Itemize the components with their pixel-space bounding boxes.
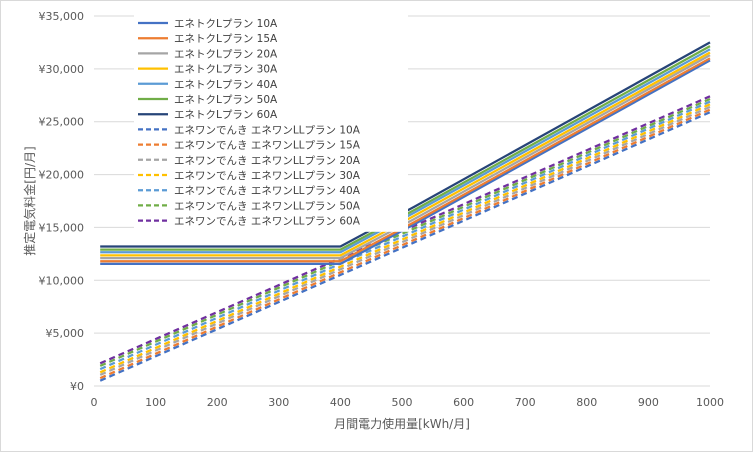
y-tick-label: ¥35,000 bbox=[39, 10, 85, 23]
series-line bbox=[100, 57, 711, 263]
legend-label: エネトクLプラン 20A bbox=[174, 48, 278, 60]
legend-label: エネワンでんき エネワンLLプラン 30A bbox=[174, 170, 361, 182]
y-tick-label: ¥0 bbox=[70, 380, 84, 393]
series-line bbox=[99, 103, 711, 374]
series-line bbox=[99, 108, 711, 380]
legend-background bbox=[134, 15, 408, 232]
x-tick-label: 600 bbox=[453, 396, 474, 409]
series-line bbox=[100, 48, 711, 254]
legend-label: エネトクLプラン 40A bbox=[174, 79, 278, 91]
axes: ¥0 ¥5,000 ¥10,000 ¥15,000 ¥20,000 ¥25,000 ¥30,… bbox=[39, 10, 725, 409]
x-tick-label: 300 bbox=[268, 396, 289, 409]
x-tick-label: 500 bbox=[392, 396, 413, 409]
x-tick-label: 800 bbox=[576, 396, 597, 409]
series-line bbox=[100, 51, 711, 257]
legend-label: エネワンでんき エネワンLLプラン 10A bbox=[174, 124, 361, 136]
series-line bbox=[99, 105, 711, 376]
legend-label: エネワンでんき エネワンLLプラン 60A bbox=[174, 216, 361, 228]
x-tick-label: 200 bbox=[207, 396, 228, 409]
x-axis-title: 月間電力使用量[kWh/月] bbox=[334, 416, 470, 431]
legend-label: エネトクLプラン 60A bbox=[174, 109, 278, 121]
series-line bbox=[100, 54, 711, 260]
series-line bbox=[99, 97, 711, 367]
y-tick-label: ¥30,000 bbox=[39, 63, 85, 76]
legend-label: エネトクLプラン 15A bbox=[174, 33, 278, 45]
legend-label: エネトクLプラン 30A bbox=[174, 64, 278, 76]
y-axis-title: 推定電気料金[円/月] bbox=[22, 146, 37, 255]
y-tick-label: ¥25,000 bbox=[39, 116, 85, 129]
x-tick-label: 0 bbox=[91, 396, 98, 409]
x-tick-label: 900 bbox=[638, 396, 659, 409]
series-line bbox=[100, 59, 711, 266]
legend-label: エネトクLプラン 50A bbox=[174, 94, 278, 106]
legend-label: エネワンでんき エネワンLLプラン 40A bbox=[174, 185, 361, 197]
x-tick-label: 700 bbox=[515, 396, 536, 409]
legend-label: エネワンでんき エネワンLLプラン 15A bbox=[174, 140, 361, 152]
series-line bbox=[99, 111, 711, 382]
y-tick-label: ¥10,000 bbox=[39, 274, 85, 287]
y-tick-label: ¥5,000 bbox=[46, 327, 85, 340]
legend-label: エネワンでんき エネワンLLプラン 50A bbox=[174, 200, 361, 212]
x-tick-label: 400 bbox=[330, 396, 351, 409]
series-line bbox=[99, 100, 711, 371]
legend-label: エネワンでんき エネワンLLプラン 20A bbox=[174, 155, 361, 167]
x-tick-label: 100 bbox=[145, 396, 166, 409]
legend-label: エネトクLプラン 10A bbox=[174, 18, 278, 30]
y-tick-label: ¥20,000 bbox=[39, 169, 85, 182]
legend: エネトクLプラン 10A エネトクLプラン 15A エネトクLプラン 20A エネトク… bbox=[134, 15, 408, 232]
x-tick-label: 1000 bbox=[696, 396, 724, 409]
y-tick-label: ¥15,000 bbox=[39, 221, 85, 234]
